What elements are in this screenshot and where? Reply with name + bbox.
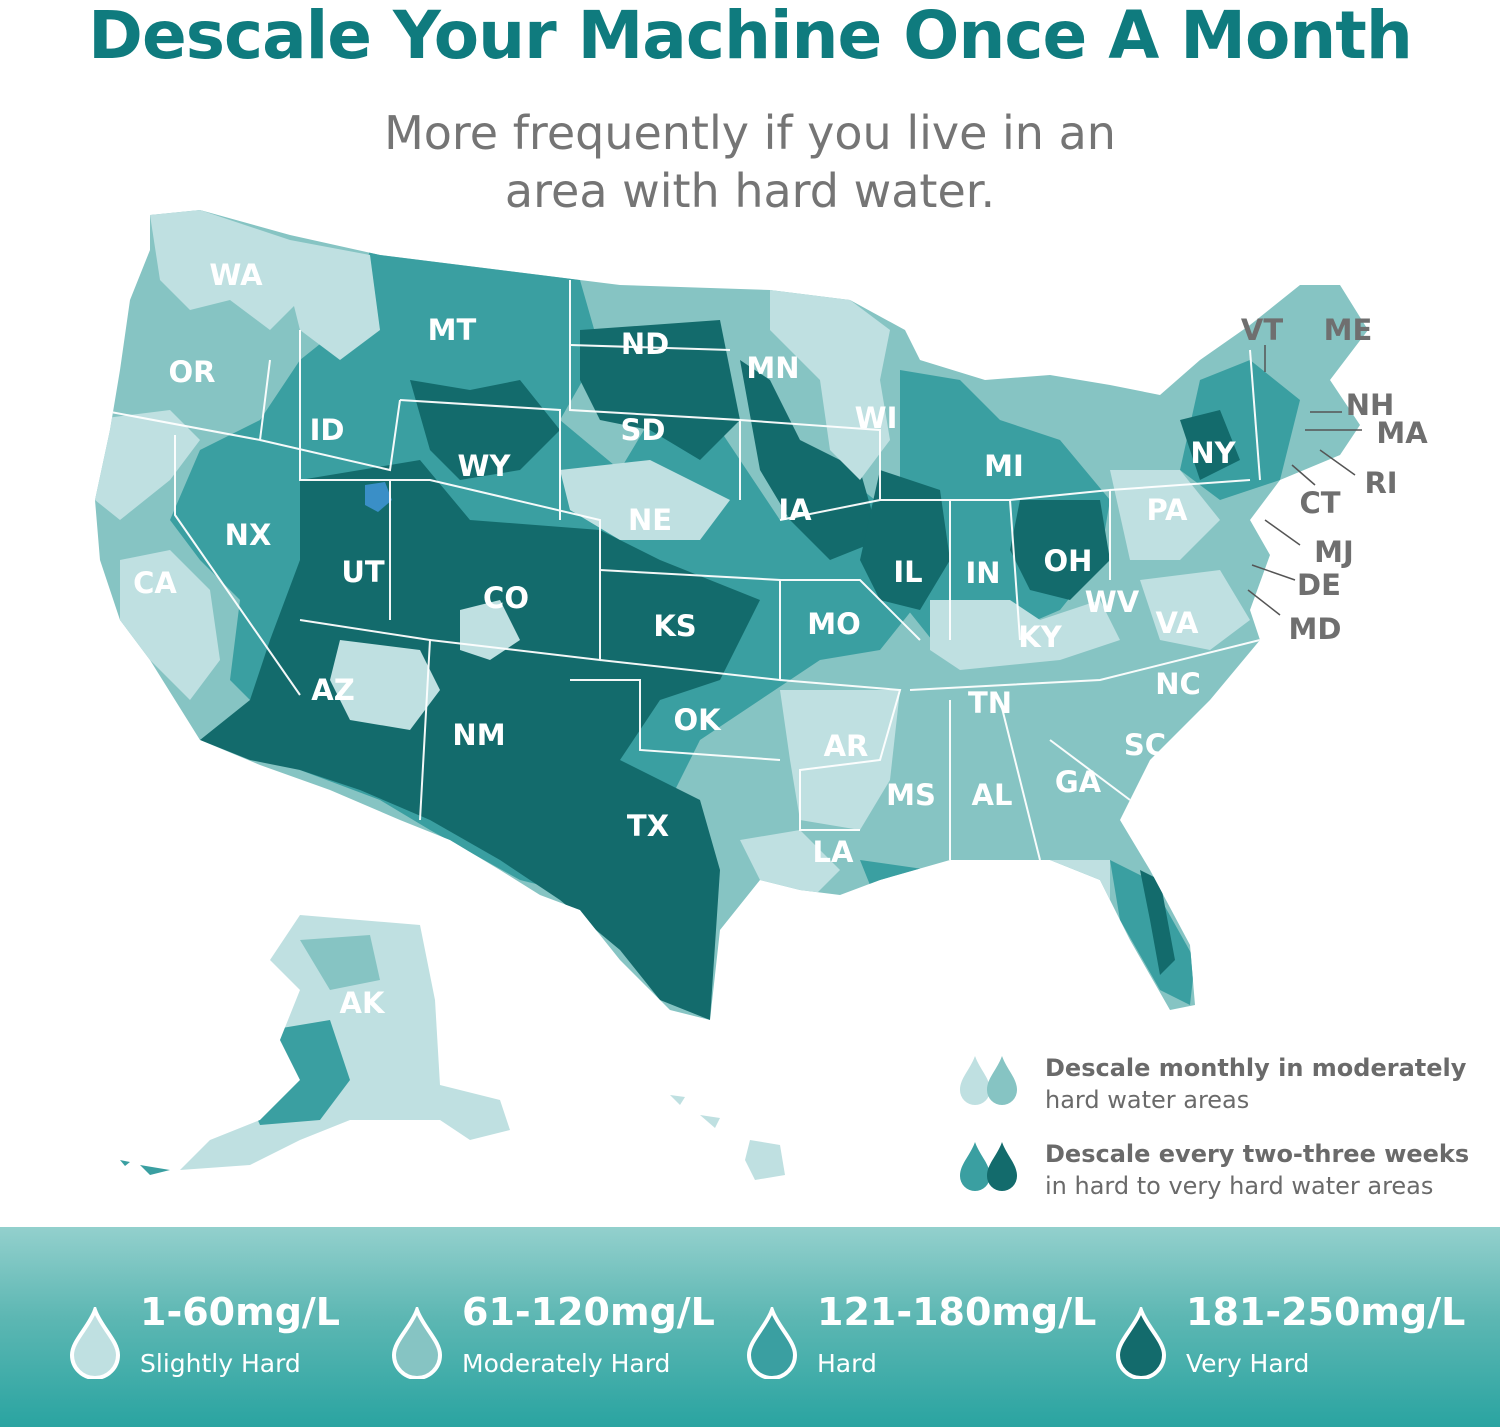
state-label-ct: CT <box>1299 486 1340 520</box>
water-drop-icon <box>69 1307 121 1379</box>
scale-label: Moderately Hard <box>462 1349 671 1378</box>
water-drop-icon <box>1115 1307 1167 1379</box>
state-label-az: AZ <box>311 673 354 707</box>
scale-range: 1-60mg/L <box>140 1290 340 1334</box>
state-label-ks: KS <box>653 609 696 643</box>
state-label-ri: RI <box>1364 466 1397 500</box>
state-label-al: AL <box>972 778 1013 812</box>
state-label-pa: PA <box>1146 493 1188 527</box>
state-label-va: VA <box>1156 606 1199 640</box>
state-label-wi: WI <box>855 401 898 435</box>
state-label-tx: TX <box>627 809 669 843</box>
alaska <box>120 915 510 1175</box>
state-label-ky: KY <box>1018 620 1062 654</box>
state-label-ar: AR <box>824 729 869 763</box>
state-label-or: OR <box>169 355 216 389</box>
water-drop-icon <box>746 1307 798 1379</box>
scale-label: Hard <box>817 1349 877 1378</box>
state-label-ms: MS <box>886 778 936 812</box>
state-label-nm: NM <box>452 718 505 752</box>
state-label-ia: IA <box>778 493 812 527</box>
legend-moderate-title: Descale monthly in moderately <box>1045 1054 1467 1082</box>
state-label-ak: AK <box>340 986 386 1020</box>
state-label-wy: WY <box>458 449 512 483</box>
state-label-sd: SD <box>621 413 666 447</box>
contiguous-us <box>95 210 1368 1020</box>
legend-hard-text: in hard to very hard water areas <box>1045 1172 1434 1200</box>
state-label-tn: TN <box>968 686 1012 720</box>
state-label-nh: NH <box>1346 388 1395 422</box>
state-label-nd: ND <box>621 327 669 361</box>
state-labels: WA OR CA ID MT NX UT WY ND SD NE CO AZ NM KS OK TX MN IA MO… <box>133 258 1236 1020</box>
state-label-mi: MI <box>984 449 1024 483</box>
state-label-wa: WA <box>209 258 263 292</box>
state-label-ca: CA <box>133 566 177 600</box>
state-label-mj: MJ <box>1314 535 1354 569</box>
hardness-scale-band: 1-60mg/L Slightly Hard 61-120mg/L Modera… <box>0 1227 1500 1427</box>
state-label-co: CO <box>483 581 529 615</box>
state-label-ne: NE <box>628 503 672 537</box>
state-label-de: DE <box>1297 568 1341 602</box>
legend-hard-title: Descale every two-three weeks <box>1045 1140 1470 1168</box>
page-subtitle: More frequently if you live in an area w… <box>250 104 1250 220</box>
state-label-id: ID <box>310 413 345 447</box>
scale-range: 181-250mg/L <box>1186 1290 1466 1334</box>
state-label-wv: WV <box>1085 585 1140 619</box>
state-label-me: ME <box>1324 313 1373 347</box>
state-label-vt: VT <box>1241 313 1283 347</box>
northeast-leader-lines <box>1247 345 1362 616</box>
light-drops-icon <box>960 1056 1017 1105</box>
state-label-nc: NC <box>1155 667 1201 701</box>
state-label-nx: NX <box>225 518 272 552</box>
state-label-oh: OH <box>1044 544 1093 578</box>
state-label-ok: OK <box>673 703 722 737</box>
legend-moderate-text: hard water areas <box>1045 1086 1250 1114</box>
scale-range: 121-180mg/L <box>817 1290 1097 1334</box>
state-label-in: IN <box>965 556 1000 590</box>
state-label-sc: SC <box>1124 728 1166 762</box>
legend-moderate: Descale monthly in moderately hard water… <box>950 1052 1480 1132</box>
state-label-md: MD <box>1289 612 1342 646</box>
scale-label: Very Hard <box>1186 1349 1310 1378</box>
legend-hard: Descale every two-three weeks in hard to… <box>950 1138 1480 1218</box>
scale-range: 61-120mg/L <box>462 1290 715 1334</box>
state-label-mo: MO <box>807 607 861 641</box>
subtitle-line-1: More frequently if you live in an <box>384 106 1116 160</box>
scale-label: Slightly Hard <box>140 1349 301 1378</box>
us-water-hardness-map: WA OR CA ID MT NX UT WY ND SD NE CO AZ NM KS OK TX MN IA MO… <box>95 210 1428 1180</box>
subtitle-line-2: area with hard water. <box>504 164 996 218</box>
state-label-ut: UT <box>341 555 385 589</box>
state-label-la: LA <box>813 835 854 869</box>
dark-drops-icon <box>960 1142 1017 1191</box>
state-label-ny: NY <box>1190 436 1236 470</box>
state-label-mn: MN <box>746 351 799 385</box>
state-label-il: IL <box>893 555 922 589</box>
water-drop-icon <box>391 1307 443 1379</box>
hawaii <box>670 1095 785 1180</box>
state-label-ga: GA <box>1055 765 1102 799</box>
state-label-mt: MT <box>428 313 477 347</box>
page-title: Descale Your Machine Once A Month <box>88 0 1413 74</box>
state-label-ma: MA <box>1376 416 1428 450</box>
